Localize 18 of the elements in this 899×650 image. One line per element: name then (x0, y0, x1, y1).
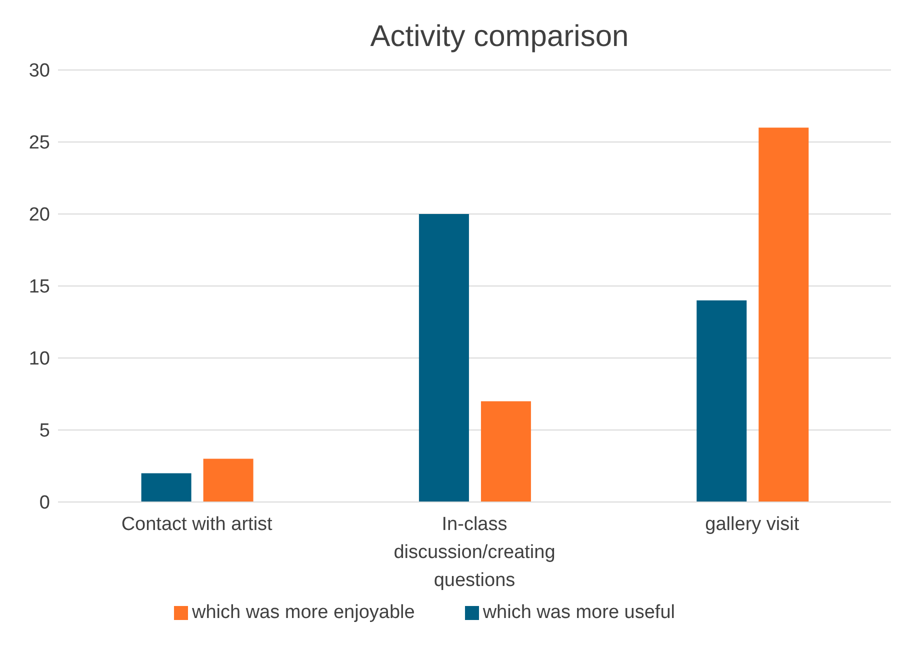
bar (141, 473, 192, 502)
y-tick-label: 10 (28, 348, 50, 370)
y-tick-label: 30 (28, 60, 50, 82)
bar (418, 214, 469, 502)
bar (696, 300, 747, 502)
legend-label: which was more useful (482, 602, 676, 623)
y-tick-label: 15 (28, 276, 50, 298)
y-tick-label: 5 (39, 420, 50, 442)
bar (758, 128, 809, 502)
y-tick-label: 20 (28, 204, 50, 226)
bar (203, 458, 254, 502)
y-tick-label: 0 (39, 492, 50, 514)
legend-label: which was more enjoyable (192, 602, 415, 623)
x-tick-label: Contact with artist (121, 514, 274, 535)
y-tick-label: 25 (28, 132, 50, 154)
bar (480, 401, 531, 502)
x-tick-label: gallery visit (705, 514, 800, 535)
chart-title: Activity comparison (369, 19, 630, 54)
